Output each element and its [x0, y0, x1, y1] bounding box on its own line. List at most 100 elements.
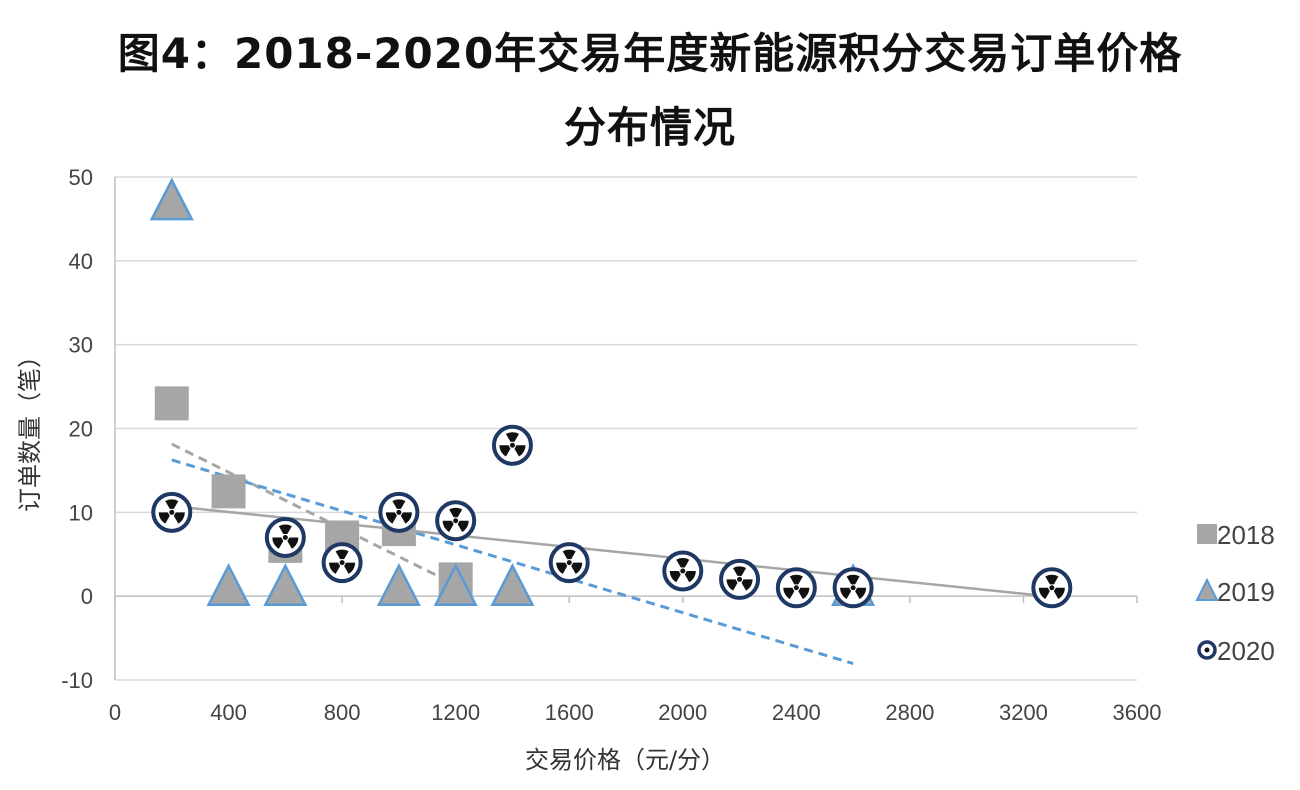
y-tick-label: 10 [69, 500, 93, 525]
x-tick-label: 3600 [1113, 700, 1162, 725]
legend-square-icon [1197, 524, 1217, 544]
x-tick-label: 2800 [885, 700, 934, 725]
radiation-center [396, 509, 402, 515]
radiation-blade [499, 445, 511, 457]
legend-label: 2020 [1217, 636, 1275, 666]
trendline-2020 [171, 504, 1052, 598]
radiation-center [737, 576, 743, 582]
radiation-center [850, 585, 856, 591]
trendline-2019 [171, 458, 854, 665]
y-tick-label: 30 [69, 333, 93, 358]
point-2020 [1031, 567, 1073, 609]
y-tick-label: 20 [69, 417, 93, 442]
chart-title: 图4：2018-2020年交易年度新能源积分交易订单价格 [117, 29, 1183, 78]
point-2019 [263, 563, 308, 607]
radiation-blade [562, 549, 576, 560]
radiation-blade [571, 562, 583, 574]
radiation-center [1049, 585, 1055, 591]
x-tick-label: 0 [109, 700, 121, 725]
legend-item-2018: 2018 [1197, 520, 1275, 550]
point-2018 [211, 474, 246, 509]
radiation-blade [457, 520, 469, 532]
legend-triangle-icon [1195, 577, 1219, 601]
point-2020 [151, 491, 193, 533]
radiation-blade [684, 571, 696, 583]
radiation-center [339, 560, 345, 566]
legend-label: 2018 [1217, 520, 1275, 550]
point-2020 [435, 500, 477, 542]
radiation-blade [669, 571, 681, 583]
legend-label: 2019 [1217, 577, 1275, 607]
triangle-marker-shape [490, 563, 535, 607]
radiation-blade [783, 587, 795, 600]
chart-title-line-2: 分布情况 [563, 103, 736, 152]
point-2019 [376, 563, 421, 607]
radiation-blade [287, 537, 299, 549]
x-tick-label: 1200 [431, 700, 480, 725]
radiation-blade [385, 512, 397, 524]
point-2020 [321, 542, 363, 584]
radiation-blade [840, 587, 852, 600]
radiation-blade [514, 445, 526, 457]
radiation-blade [173, 512, 185, 524]
radiation-center [793, 585, 799, 591]
point-2020 [264, 516, 306, 558]
y-tick-label: 50 [69, 165, 93, 190]
point-2020 [491, 424, 533, 466]
radiation-blade [798, 587, 810, 600]
triangle-marker-shape [433, 563, 478, 607]
radiation-center [453, 518, 459, 524]
point-2020 [662, 550, 704, 592]
y-tick-label: 0 [81, 584, 93, 609]
point-2020 [719, 558, 761, 600]
x-tick-label: 400 [210, 700, 247, 725]
triangle-marker-shape [149, 177, 194, 221]
radiation-blade [1045, 574, 1059, 585]
point-2019 [206, 563, 251, 607]
radiation-blade [726, 579, 738, 591]
triangle-marker-shape [376, 563, 421, 607]
triangle-marker-shape [263, 563, 308, 607]
y-axis-label: 订单数量（笔） [16, 344, 44, 512]
point-2019 [490, 563, 535, 607]
radiation-blade [1053, 587, 1065, 600]
radiation-blade [789, 574, 803, 585]
radiation-blade [741, 579, 753, 591]
radiation-blade [855, 587, 867, 600]
legend-item-2019: 2019 [1195, 577, 1275, 607]
square-marker-shape [211, 474, 246, 509]
radiation-blade [449, 507, 463, 518]
radiation-blade [329, 562, 341, 574]
point-2019 [433, 563, 478, 607]
radiation-blade [400, 512, 412, 524]
radiation-blade [733, 566, 747, 576]
radiation-blade [442, 520, 454, 532]
point-2019 [149, 177, 194, 221]
radiation-center [282, 534, 288, 540]
radiation-blade [392, 499, 406, 509]
y-tick-label: -10 [61, 668, 93, 693]
triangle-marker-shape [206, 563, 251, 607]
radiation-blade [278, 524, 292, 535]
radiation-blade [158, 512, 170, 524]
y-tick-label: 40 [69, 249, 93, 274]
x-tick-label: 3200 [999, 700, 1048, 725]
data-points [149, 177, 1073, 609]
radiation-blade [335, 549, 349, 560]
x-tick-label: 2400 [772, 700, 821, 725]
point-2020 [548, 542, 590, 584]
radiation-blade [846, 574, 860, 585]
radiation-blade [505, 432, 519, 442]
axes: -10 0 10 20 30 40 50 0 400 800 1200 1600 2000 2400 280… [61, 165, 1161, 725]
radiation-blade [272, 537, 284, 549]
point-2018 [154, 386, 189, 421]
point-2020 [378, 491, 420, 533]
radiation-center [509, 442, 515, 448]
point-2020 [832, 567, 874, 609]
x-axis-label: 交易价格（元/分） [525, 746, 725, 774]
radiation-center [169, 509, 175, 515]
legend: 2018 2019 2020 [1195, 520, 1275, 666]
legend-ring-center [1204, 647, 1210, 653]
radiation-blade [556, 562, 568, 574]
